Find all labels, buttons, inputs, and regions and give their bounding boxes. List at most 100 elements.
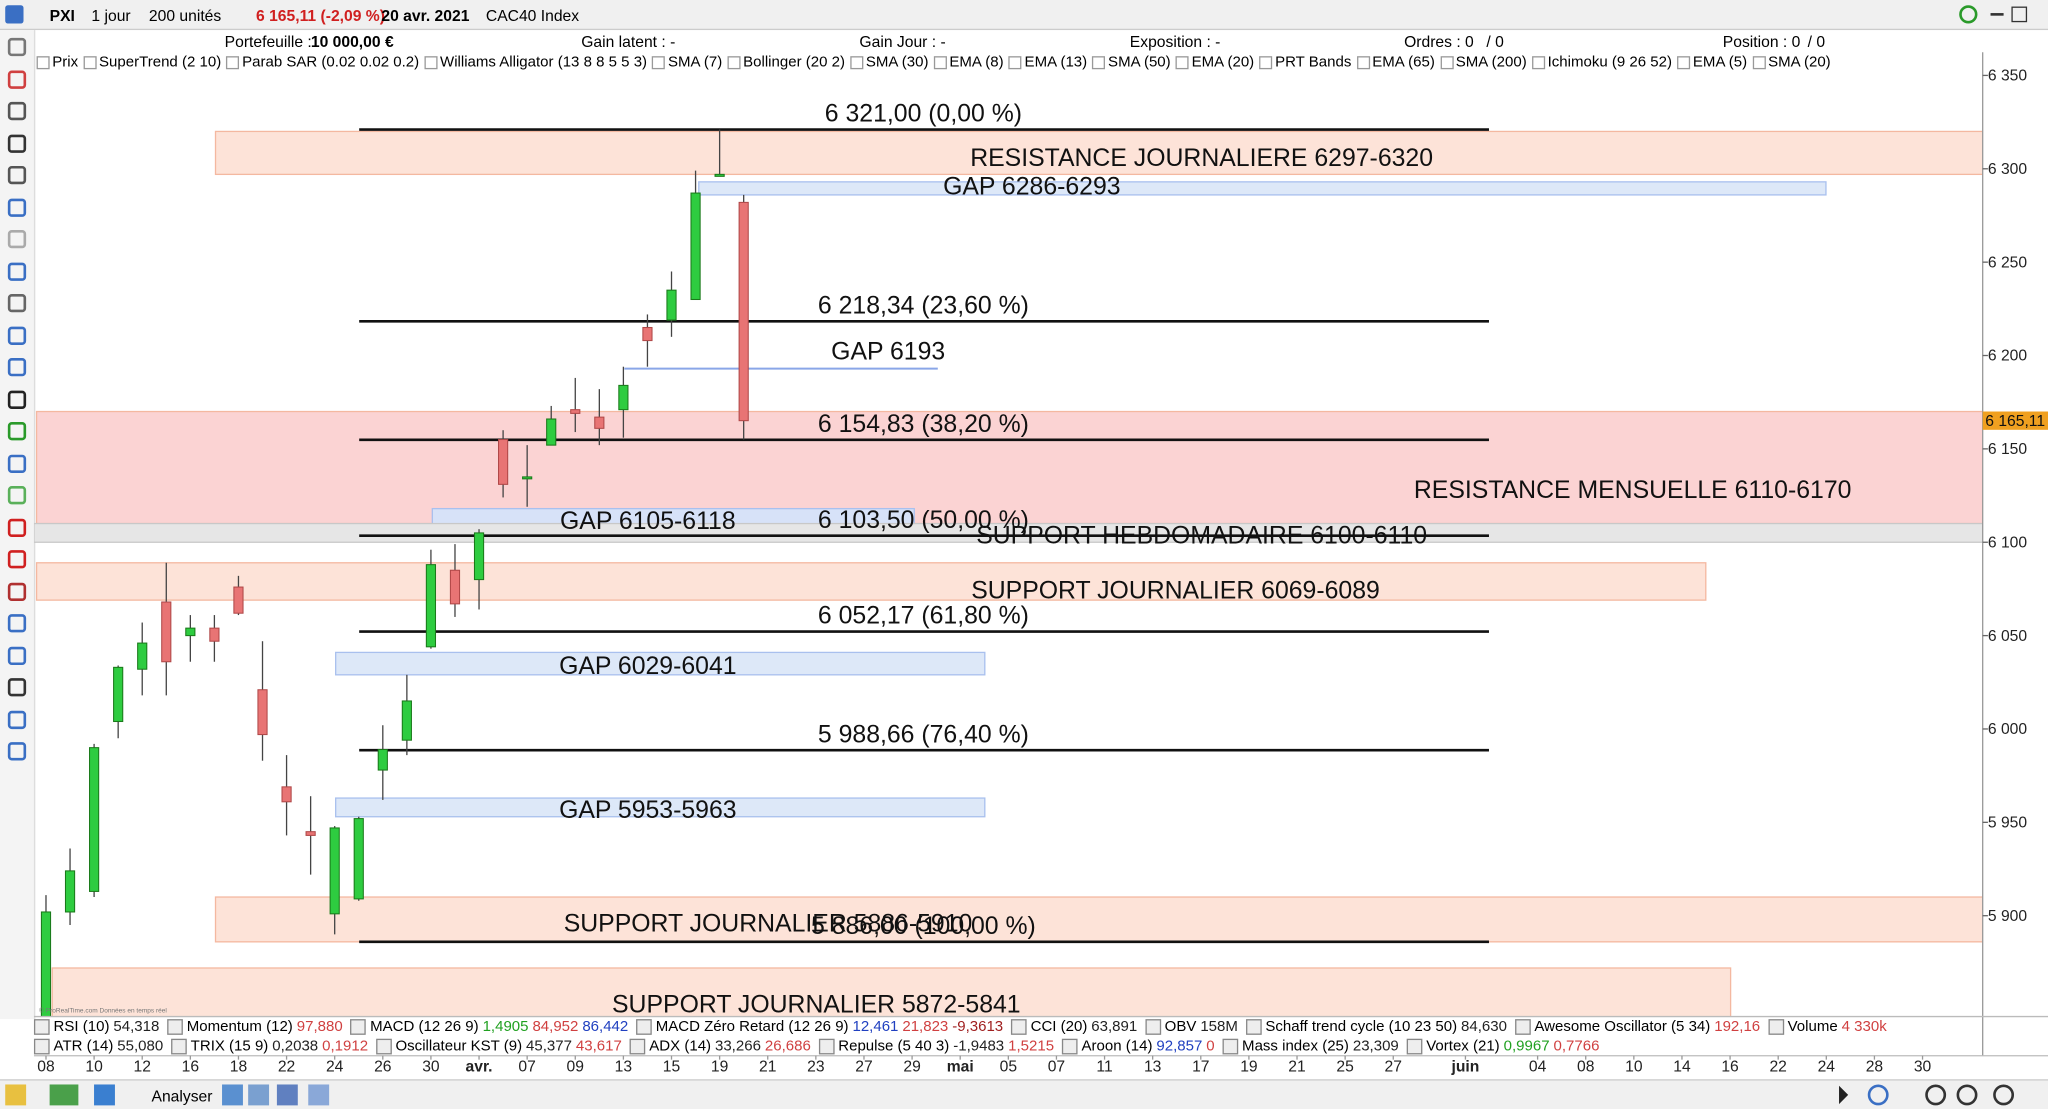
indicator-readout[interactable]: ATR (14) 55,080	[33, 1037, 163, 1055]
tool-icon[interactable]	[7, 614, 27, 633]
indicator-toggle[interactable]: Prix	[36, 54, 78, 72]
indicator-toggle[interactable]: SMA (30)	[850, 54, 928, 72]
undo-icon[interactable]	[1867, 1084, 1889, 1106]
checkbox[interactable]	[1356, 56, 1370, 70]
tool-icon[interactable]	[7, 37, 27, 57]
indicator-readout[interactable]: ADX (14) 33,266 26,686	[629, 1037, 811, 1055]
indicator-readout[interactable]: Schaff trend cycle (10 23 50) 84,630	[1245, 1018, 1507, 1036]
x-tick-label: 25	[1336, 1058, 1354, 1075]
indicator-value: 21,823	[902, 1019, 949, 1035]
checkbox[interactable]	[727, 56, 741, 70]
tool-icon[interactable]	[7, 293, 27, 313]
zone-label: SUPPORT HEBDOMADAIRE 6100-6110	[976, 523, 1427, 550]
checkbox[interactable]	[226, 56, 240, 70]
checkbox[interactable]	[1752, 56, 1766, 70]
checkbox[interactable]	[850, 56, 864, 70]
zoom-in[interactable]	[1925, 1084, 1947, 1106]
checkbox[interactable]	[1259, 56, 1273, 70]
indicator-swatch	[171, 1038, 187, 1055]
tool-icon[interactable]	[7, 646, 27, 665]
checkbox[interactable]	[1175, 56, 1189, 70]
checkbox[interactable]	[36, 56, 50, 70]
tool-icon[interactable]	[7, 742, 27, 761]
tool-icon[interactable]	[7, 325, 27, 345]
checkbox[interactable]	[1008, 56, 1022, 70]
tool-icon[interactable]	[7, 229, 27, 249]
checkbox[interactable]	[1677, 56, 1691, 70]
indicator-toggle[interactable]: Bollinger (20 2)	[727, 54, 845, 72]
indicator-readout[interactable]: RSI (10) 54,318	[33, 1018, 159, 1036]
tool-icon[interactable]	[308, 1084, 330, 1106]
tool-icon[interactable]	[7, 454, 27, 473]
checkbox[interactable]	[1092, 56, 1106, 70]
indicator-toggle[interactable]: SMA (200)	[1440, 54, 1527, 72]
indicator-readout[interactable]: MACD (12 26 9) 1,4905 84,952 86,442	[350, 1018, 628, 1036]
indicator-name: ADX (14)	[649, 1038, 712, 1055]
indicator-readout[interactable]: Repulse (5 40 3) -1,9483 1,5215	[818, 1037, 1054, 1055]
tool-icon[interactable]	[7, 165, 27, 185]
level-label: 6 218,34 (23,60 %)	[818, 292, 1029, 319]
indicator-readout[interactable]: CCI (20) 63,891	[1011, 1018, 1137, 1036]
tool-icon[interactable]	[7, 133, 27, 153]
tool-icon[interactable]	[7, 486, 27, 505]
tool-icon[interactable]	[7, 582, 27, 601]
symbol[interactable]: PXI	[49, 6, 75, 25]
checkbox[interactable]	[933, 56, 947, 70]
analyze-button[interactable]: Analyser	[151, 1087, 213, 1106]
indicator-readout[interactable]: Vortex (21) 0,9967 0,7766	[1406, 1037, 1599, 1055]
indicator-toggle[interactable]: Parab SAR (0.02 0.02 0.2)	[226, 54, 419, 72]
indicator-readout[interactable]: OBV 158M	[1145, 1018, 1238, 1036]
checkbox[interactable]	[652, 56, 666, 70]
indicator-toggle[interactable]: EMA (5)	[1677, 54, 1747, 72]
scroll-right[interactable]	[1839, 1085, 1849, 1105]
indicator-readout[interactable]: Awesome Oscillator (5 34) 192,16	[1514, 1018, 1760, 1036]
tool-icon[interactable]	[7, 101, 27, 121]
pencil-icon[interactable]	[5, 1084, 27, 1106]
indicator-name: Ichimoku (9 26 52)	[1547, 54, 1673, 71]
indicator-toggle[interactable]: SMA (7)	[652, 54, 722, 72]
indicator-toggle[interactable]: PRT Bands	[1259, 54, 1351, 72]
indicator-toggle[interactable]: EMA (20)	[1175, 54, 1254, 72]
indicator-toggle[interactable]: Williams Alligator (13 8 8 5 5 3)	[424, 54, 647, 72]
checkbox[interactable]	[1531, 56, 1545, 70]
indicator-readout[interactable]: TRIX (15 9) 0,2038 0,1912	[171, 1037, 368, 1055]
indicator-readout[interactable]: Momentum (12) 97,880	[167, 1018, 343, 1036]
indicator-toggle[interactable]: SMA (50)	[1092, 54, 1171, 72]
indicator-readout[interactable]: Aroon (14) 92,857 0	[1061, 1037, 1215, 1055]
period[interactable]: 1 jour	[91, 6, 131, 25]
tool-icon[interactable]	[7, 358, 27, 377]
tool-icon[interactable]	[7, 197, 27, 217]
refresh-icon[interactable]	[1959, 5, 1978, 24]
indicator-toggle[interactable]: EMA (8)	[933, 54, 1004, 72]
indicator-toggle[interactable]: EMA (13)	[1008, 54, 1087, 72]
tool-icon[interactable]	[7, 518, 27, 537]
indicator-toggle[interactable]: Ichimoku (9 26 52)	[1531, 54, 1673, 72]
share-icon[interactable]	[94, 1084, 115, 1106]
zoom-out[interactable]	[1956, 1084, 1978, 1106]
indicator-readout[interactable]: Mass index (25) 23,309	[1222, 1037, 1399, 1055]
checkbox[interactable]	[83, 56, 97, 70]
quantity[interactable]: 200 unités	[148, 6, 222, 25]
tool-icon[interactable]	[7, 710, 27, 729]
tool-icon[interactable]	[7, 261, 27, 281]
tool-icon[interactable]	[7, 422, 27, 441]
tool-icon[interactable]	[7, 550, 27, 569]
indicator-readout[interactable]: Volume 4 330k	[1768, 1018, 1887, 1036]
tool-icon[interactable]	[7, 678, 27, 697]
indicator-readout[interactable]: MACD Zéro Retard (12 26 9) 12,461 21,823 -9…	[636, 1018, 1003, 1036]
maximize-icon[interactable]	[2011, 6, 2028, 23]
indicator-toggle[interactable]: SMA (20)	[1752, 54, 1831, 72]
tool-icon[interactable]	[276, 1084, 298, 1106]
indicator-toggle[interactable]: SuperTrend (2 10)	[83, 54, 221, 72]
checkbox[interactable]	[1440, 56, 1454, 70]
indicator-toggle[interactable]: EMA (65)	[1356, 54, 1435, 72]
zoom-fit[interactable]	[1993, 1084, 2015, 1106]
minimize-icon[interactable]	[1990, 13, 2004, 16]
tool-icon[interactable]	[222, 1084, 243, 1106]
checkbox[interactable]	[424, 56, 438, 70]
tool-icon[interactable]	[7, 390, 27, 409]
indicator-readout[interactable]: Oscillateur KST (9) 45,377 43,617	[375, 1037, 622, 1055]
tool-icon[interactable]	[7, 69, 27, 89]
tool-icon[interactable]	[248, 1084, 270, 1106]
chart-icon[interactable]	[49, 1084, 79, 1106]
